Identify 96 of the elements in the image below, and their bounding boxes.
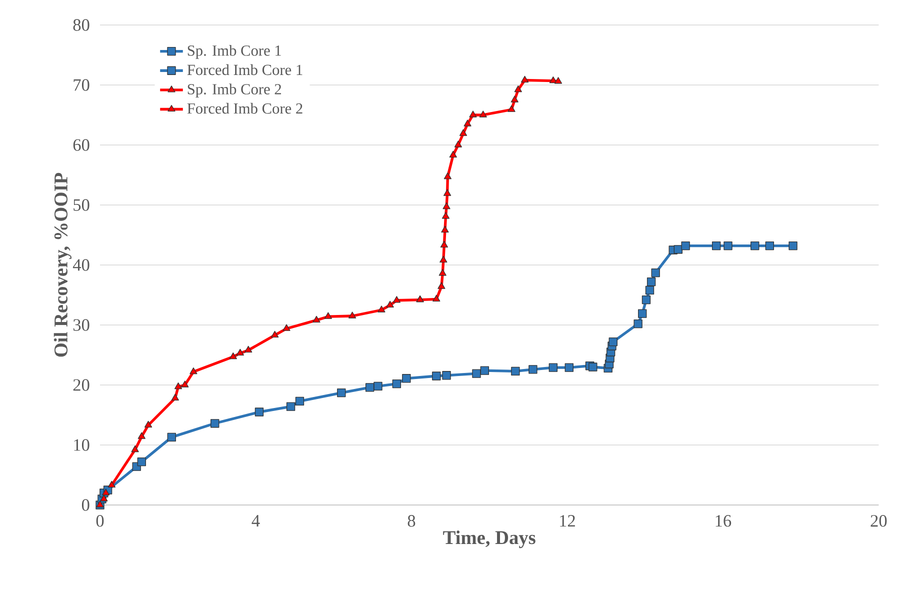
point (244, 346, 252, 353)
point (681, 241, 690, 250)
point (171, 394, 179, 401)
y-tick-label: 40 (72, 259, 90, 271)
point (724, 241, 732, 250)
x-tick-label: 12 (560, 515, 575, 527)
point (174, 382, 182, 390)
point (236, 348, 244, 356)
point (438, 282, 446, 289)
point (438, 269, 446, 276)
point (337, 388, 346, 398)
point (181, 380, 189, 388)
point (440, 240, 448, 248)
point (449, 150, 457, 158)
point (548, 363, 558, 372)
point (271, 330, 279, 338)
point (374, 382, 382, 391)
point (167, 432, 176, 442)
point (510, 96, 518, 102)
point (348, 312, 356, 318)
x-tick-label: 8 (408, 515, 416, 527)
point (440, 256, 448, 263)
point (365, 383, 374, 392)
point (511, 366, 520, 376)
point (634, 319, 642, 328)
point (454, 140, 462, 148)
legend-label: Sp. Imb Core 1 (188, 44, 281, 59)
point (386, 300, 394, 308)
point (102, 488, 110, 496)
point (144, 420, 152, 428)
point (282, 324, 290, 331)
legend-label: Forced Imb Core 1 (187, 64, 302, 76)
point (642, 295, 651, 304)
point (138, 432, 146, 439)
point (137, 457, 146, 466)
point (108, 480, 116, 488)
point (638, 309, 647, 318)
x-tick-label: 0 (96, 515, 104, 527)
point (564, 363, 574, 372)
point (554, 77, 562, 84)
y-tick-label: 50 (74, 199, 90, 211)
point (520, 76, 529, 83)
point (402, 374, 411, 383)
point (588, 362, 598, 372)
point (442, 371, 451, 380)
point (229, 352, 237, 360)
point (646, 277, 656, 286)
x-tick-label: 20 (870, 515, 887, 527)
point (254, 408, 264, 416)
point (131, 445, 139, 452)
point (528, 365, 538, 374)
y-tick-label: 10 (74, 439, 90, 451)
y-tick-label: 70 (74, 79, 90, 91)
point (645, 286, 654, 295)
point (442, 202, 450, 210)
y-axis-title: Oil Recovery, %OOIP (54, 172, 72, 357)
point (514, 85, 522, 92)
point (480, 366, 489, 375)
point (442, 212, 450, 219)
point (464, 120, 472, 126)
y-tick-label: 60 (73, 139, 90, 151)
point (210, 419, 220, 428)
point (459, 129, 468, 136)
point (443, 189, 452, 196)
point (441, 226, 449, 233)
y-tick-label: 30 (73, 319, 90, 331)
point (190, 367, 198, 374)
x-tick-label: 16 (716, 515, 732, 527)
point (765, 241, 774, 250)
legend-label: Forced Imb Core 2 (187, 102, 302, 114)
legend-label: Sp. Imb Core 2 (188, 84, 282, 98)
point (479, 110, 487, 118)
y-tick-label: 20 (73, 379, 90, 391)
point (432, 294, 440, 302)
point (324, 312, 332, 319)
point (286, 402, 296, 411)
point (651, 268, 660, 278)
point (712, 241, 721, 250)
point (295, 396, 304, 406)
y-tick-label: 0 (82, 499, 90, 511)
point (378, 306, 386, 312)
point (508, 105, 516, 112)
point (750, 241, 760, 250)
point (608, 337, 618, 346)
point (472, 369, 481, 378)
x-axis-title: Time, Days (443, 530, 536, 548)
y-tick-label: 80 (73, 19, 90, 31)
point (444, 172, 452, 180)
point (312, 316, 320, 323)
point (469, 110, 477, 118)
x-tick-label: 4 (252, 515, 260, 526)
point (788, 241, 798, 250)
point (100, 494, 108, 502)
point (392, 379, 402, 388)
point (392, 296, 400, 303)
point (432, 372, 441, 380)
